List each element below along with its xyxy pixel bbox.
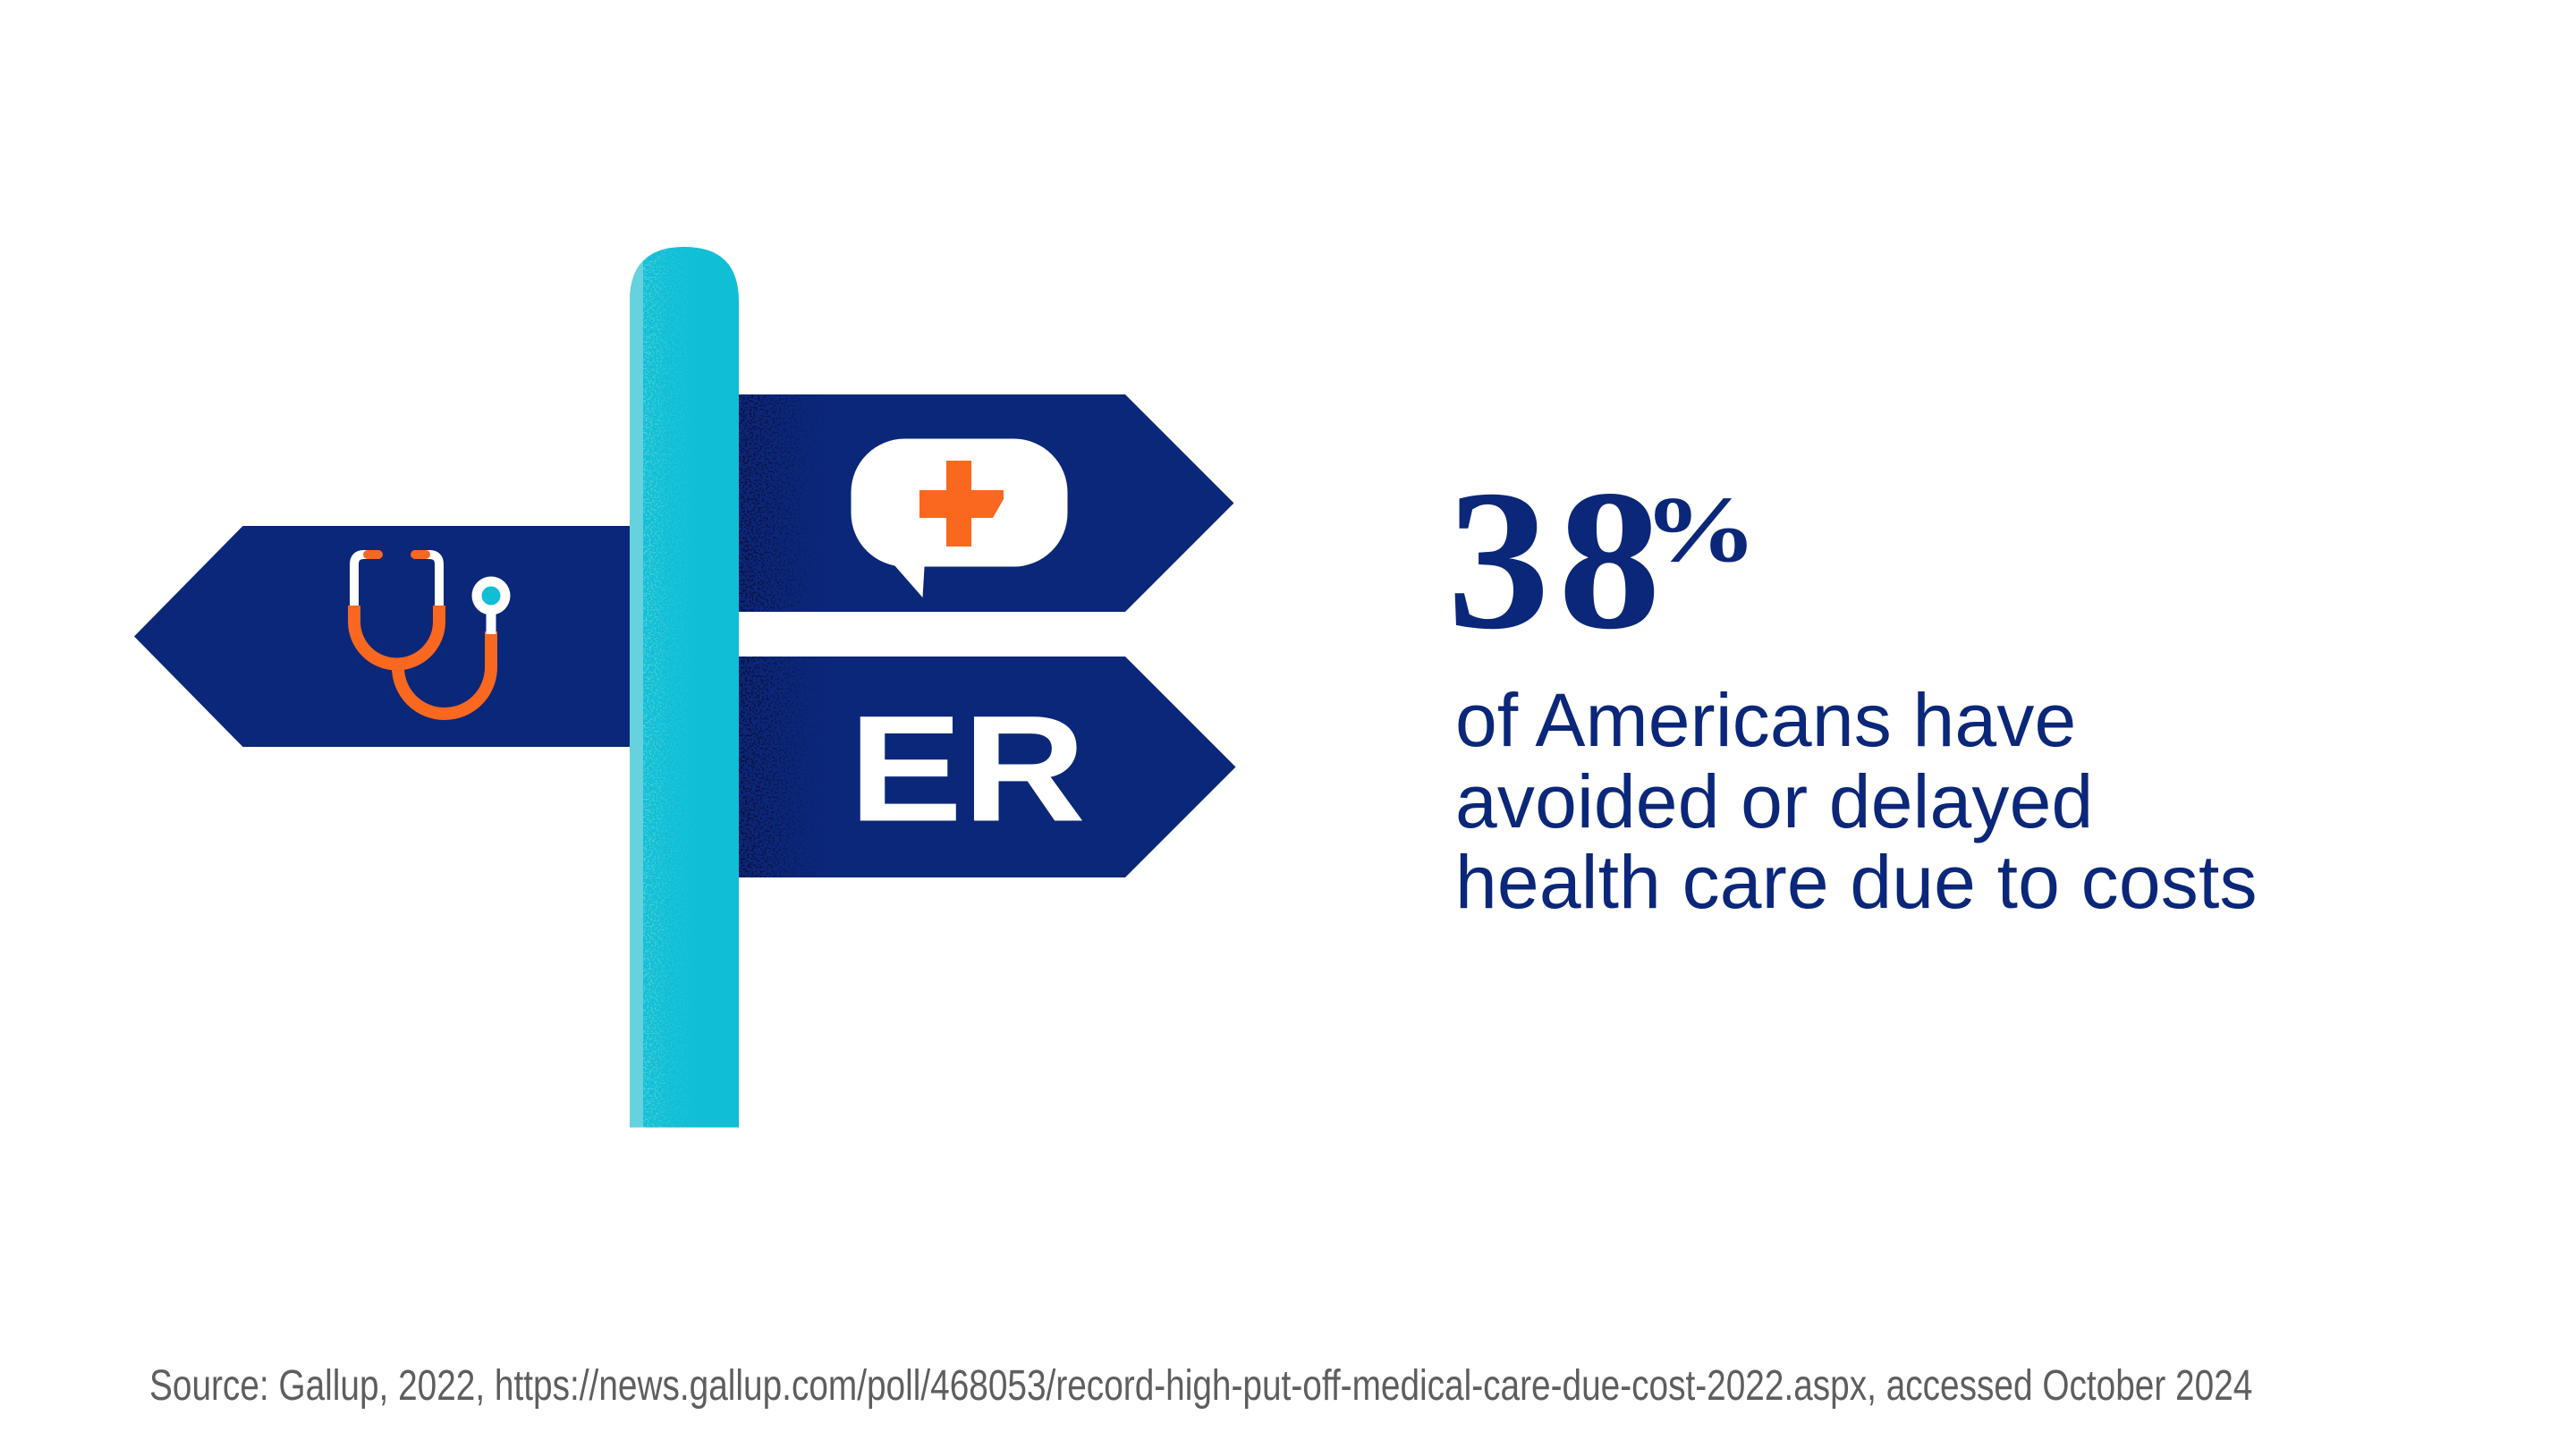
svg-text:ER: ER — [849, 684, 1086, 853]
